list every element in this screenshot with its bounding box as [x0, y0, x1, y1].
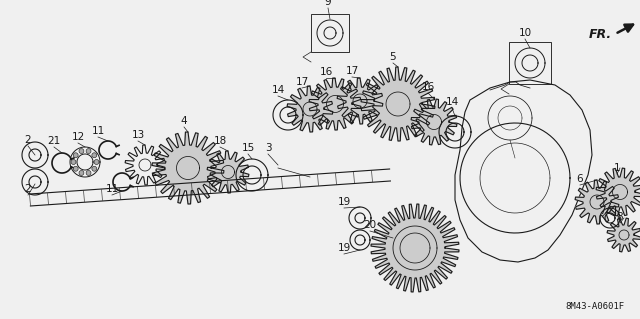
- Text: 14: 14: [271, 85, 285, 95]
- Text: 13: 13: [131, 130, 145, 140]
- Text: 6: 6: [577, 174, 583, 184]
- Polygon shape: [575, 180, 619, 224]
- Circle shape: [86, 149, 91, 153]
- Bar: [509, 42, 551, 84]
- Circle shape: [73, 166, 78, 171]
- Circle shape: [79, 149, 84, 153]
- Text: 18: 18: [213, 136, 227, 146]
- Text: 14: 14: [445, 97, 459, 107]
- Text: 2: 2: [25, 135, 31, 145]
- Circle shape: [94, 160, 99, 165]
- Circle shape: [92, 166, 97, 171]
- Polygon shape: [337, 78, 383, 124]
- Polygon shape: [152, 132, 224, 204]
- Text: 10: 10: [518, 28, 532, 38]
- Polygon shape: [309, 78, 361, 130]
- Text: 4: 4: [180, 116, 188, 126]
- Circle shape: [71, 160, 76, 165]
- Polygon shape: [596, 168, 640, 216]
- Text: 17: 17: [296, 77, 308, 87]
- Circle shape: [79, 170, 84, 175]
- Circle shape: [73, 153, 78, 158]
- Polygon shape: [411, 99, 457, 145]
- Bar: [311, 14, 349, 52]
- Text: 16: 16: [319, 67, 333, 77]
- Text: 11: 11: [92, 126, 104, 136]
- Text: FR.: FR.: [589, 27, 612, 41]
- Text: 1: 1: [614, 163, 620, 173]
- Polygon shape: [287, 86, 333, 132]
- Circle shape: [86, 170, 91, 175]
- Text: 8: 8: [617, 212, 623, 222]
- Text: 19: 19: [337, 243, 351, 253]
- Text: 17: 17: [346, 66, 358, 76]
- Text: 11: 11: [106, 184, 118, 194]
- Text: 19: 19: [337, 197, 351, 207]
- Text: 7: 7: [598, 206, 605, 216]
- Text: 16: 16: [421, 82, 435, 92]
- Text: 8M43-A0601F: 8M43-A0601F: [565, 302, 625, 311]
- Text: 21: 21: [47, 136, 61, 146]
- Polygon shape: [361, 67, 435, 141]
- Text: 9: 9: [324, 0, 332, 7]
- Text: 15: 15: [241, 143, 255, 153]
- Text: 2: 2: [25, 184, 31, 194]
- Polygon shape: [371, 204, 459, 292]
- Polygon shape: [607, 218, 640, 252]
- Text: 20: 20: [364, 220, 376, 230]
- Polygon shape: [207, 151, 249, 193]
- Text: 5: 5: [390, 52, 396, 62]
- Text: 12: 12: [72, 132, 84, 142]
- Circle shape: [92, 153, 97, 158]
- Text: 3: 3: [265, 143, 271, 153]
